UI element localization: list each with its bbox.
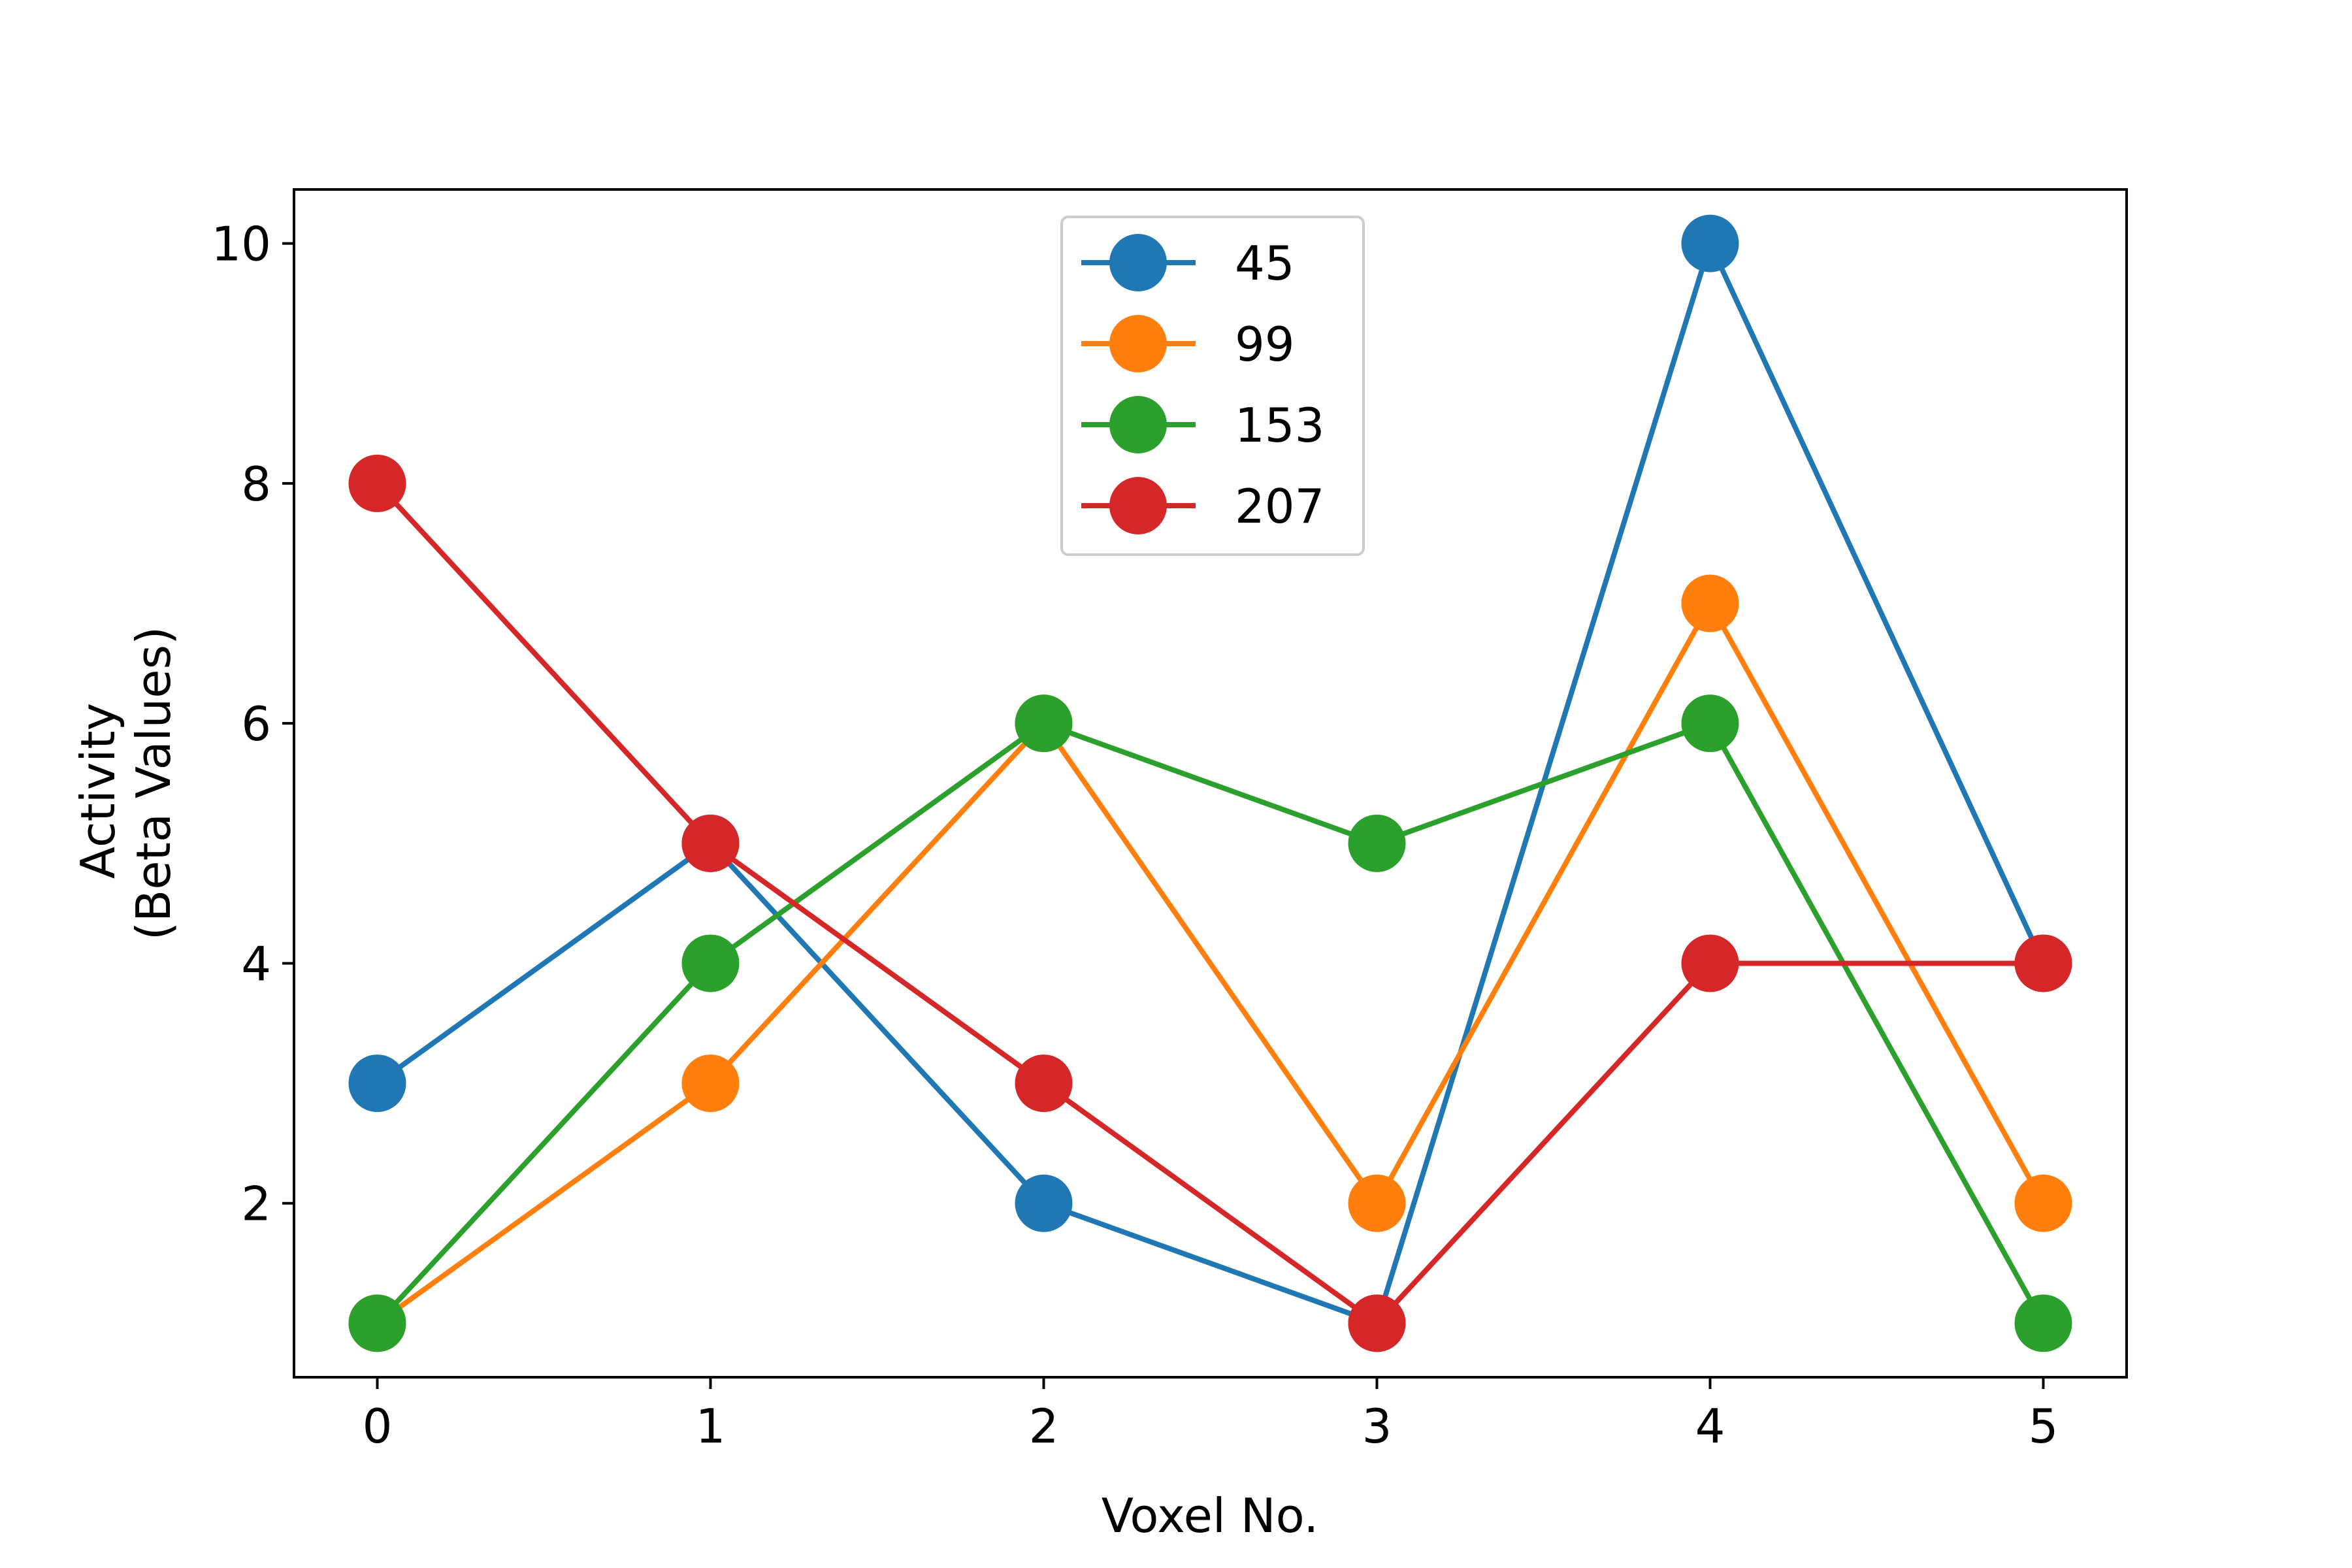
y-axis-label: Activity (Beta Values) — [71, 627, 181, 940]
x-tick-label: 1 — [696, 1399, 726, 1454]
data-point-45-4 — [1681, 214, 1739, 272]
data-point-207-2 — [1015, 1054, 1073, 1113]
data-point-207-3 — [1348, 1294, 1406, 1352]
data-point-207-5 — [2014, 934, 2072, 992]
legend-marker-153 — [1109, 396, 1167, 453]
legend-label-45: 45 — [1235, 236, 1295, 291]
y-tick-label: 4 — [241, 936, 271, 991]
legend-marker-45 — [1109, 234, 1167, 291]
data-point-99-5 — [2014, 1174, 2072, 1232]
data-point-153-5 — [2014, 1294, 2072, 1352]
series-line-99 — [376, 600, 2046, 1326]
x-tick-label: 0 — [363, 1399, 393, 1454]
x-tick-label: 5 — [2029, 1399, 2059, 1454]
data-point-45-2 — [1015, 1174, 1073, 1232]
legend-label-153: 153 — [1235, 398, 1324, 453]
legend-marker-207 — [1109, 477, 1167, 534]
data-point-207-1 — [681, 814, 740, 872]
data-point-207-4 — [1681, 934, 1739, 992]
data-point-153-4 — [1681, 694, 1739, 753]
x-axis: 0 1 2 3 4 5 — [363, 1377, 2059, 1454]
y-tick-label: 2 — [241, 1177, 271, 1232]
legend-box — [1060, 216, 1365, 556]
y-tick-label: 6 — [241, 696, 271, 751]
series-line-45 — [376, 240, 2046, 1326]
x-axis-label: Voxel No. — [1102, 1488, 1319, 1543]
y-axis-label-line-2: (Beta Values) — [126, 627, 181, 940]
data-point-153-0 — [348, 1294, 406, 1352]
legend-marker-99 — [1109, 315, 1167, 372]
series-line-207 — [375, 482, 2044, 1326]
legend-label-207: 207 — [1235, 479, 1324, 534]
x-tick-label: 2 — [1029, 1399, 1059, 1454]
y-tick-label: 10 — [211, 217, 271, 272]
data-point-99-3 — [1348, 1174, 1406, 1232]
axes-frame — [293, 188, 2128, 1379]
x-tick-label: 3 — [1362, 1399, 1392, 1454]
data-point-99-4 — [1681, 574, 1739, 632]
data-point-45-0 — [348, 1054, 406, 1113]
y-tick-label: 8 — [241, 457, 271, 512]
x-tick-label: 4 — [1695, 1399, 1725, 1454]
legend-label-99: 99 — [1235, 317, 1295, 372]
data-point-153-3 — [1348, 814, 1406, 872]
series-line-153 — [375, 721, 2046, 1326]
legend: 45 99 153 207 — [1060, 216, 1365, 556]
data-point-99-1 — [681, 1054, 740, 1113]
y-axis: 2 4 6 8 10 — [211, 217, 294, 1232]
data-point-153-1 — [681, 934, 740, 992]
y-axis-label-line-1: Activity — [71, 703, 125, 879]
data-point-207-0 — [348, 454, 406, 512]
data-point-153-2 — [1015, 694, 1073, 753]
series-layer — [348, 214, 2072, 1352]
